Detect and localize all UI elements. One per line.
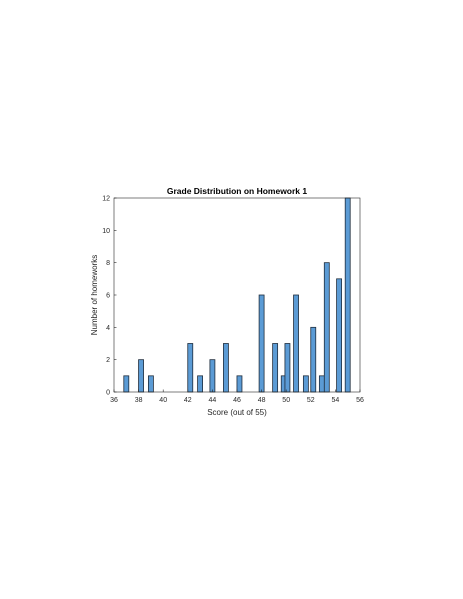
x-tick-label: 48 bbox=[258, 397, 266, 404]
y-tick-label: 8 bbox=[106, 260, 110, 267]
histogram-bar bbox=[223, 343, 229, 393]
y-tick-label: 12 bbox=[102, 196, 110, 203]
histogram-bar bbox=[123, 375, 130, 393]
x-tick-label: 44 bbox=[209, 397, 217, 404]
chart-title: Grade Distribution on Homework 1 bbox=[167, 186, 308, 196]
histogram-bar bbox=[284, 343, 291, 393]
histogram-bar bbox=[272, 343, 279, 393]
histogram-bar bbox=[318, 375, 325, 393]
x-tick-label: 38 bbox=[135, 397, 143, 404]
histogram-bar bbox=[310, 326, 317, 393]
y-tick-label: 4 bbox=[106, 325, 110, 332]
x-axis-label: Score (out of 55) bbox=[207, 408, 267, 417]
histogram-bar bbox=[258, 294, 265, 393]
x-tick-label: 56 bbox=[356, 397, 364, 404]
histogram-bar bbox=[336, 278, 342, 393]
histogram-bar bbox=[323, 262, 330, 393]
histogram-bar bbox=[187, 343, 194, 393]
x-tick-label: 36 bbox=[110, 397, 118, 404]
y-tick-label: 6 bbox=[106, 293, 110, 300]
histogram-bar bbox=[293, 294, 299, 393]
y-tick-label: 10 bbox=[102, 228, 110, 235]
x-tick-label: 54 bbox=[332, 397, 340, 404]
plot-area bbox=[114, 198, 360, 392]
histogram-bar bbox=[138, 359, 144, 393]
y-axis-label: Number of homeworks bbox=[90, 255, 99, 335]
histogram-bar bbox=[209, 359, 216, 393]
x-tick-label: 52 bbox=[307, 397, 315, 404]
x-tick-label: 42 bbox=[184, 397, 192, 404]
y-ticks-group: 0 2 4 6 8 10 12 bbox=[102, 196, 117, 397]
histogram-bar bbox=[302, 375, 309, 393]
histogram-bar bbox=[344, 197, 351, 393]
x-tick-label: 40 bbox=[159, 397, 167, 404]
histogram-bar bbox=[197, 375, 204, 393]
x-tick-label: 50 bbox=[282, 397, 290, 404]
y-tick-label: 2 bbox=[106, 357, 110, 364]
histogram-bar bbox=[147, 375, 154, 393]
y-tick-label: 0 bbox=[106, 390, 110, 397]
histogram-bar bbox=[236, 375, 243, 393]
x-ticks-group: 36 38 40 42 44 46 48 50 52 54 56 bbox=[110, 389, 364, 404]
x-tick-label: 46 bbox=[233, 397, 241, 404]
